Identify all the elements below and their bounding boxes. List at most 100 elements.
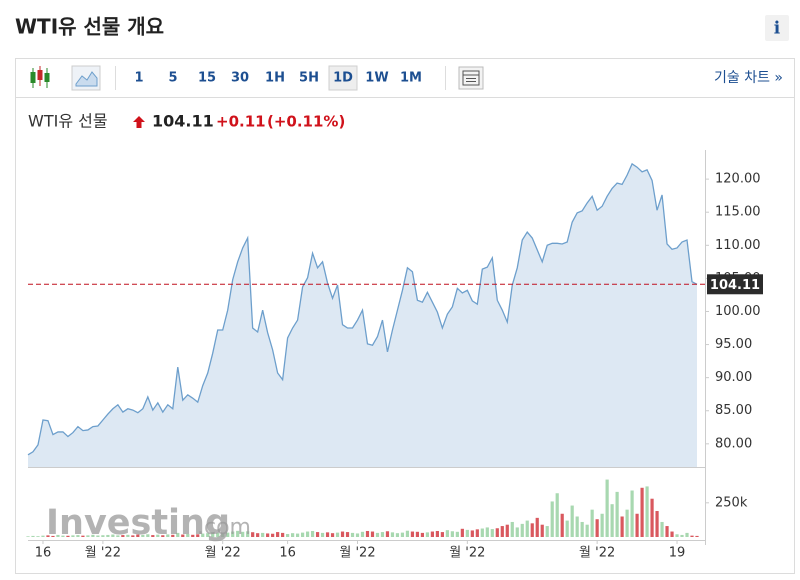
interval-button[interactable]: 1D xyxy=(333,71,353,86)
volume-bar xyxy=(435,530,439,537)
volume-bar xyxy=(91,534,95,537)
interval-button[interactable]: 5H xyxy=(299,71,319,86)
volume-bar xyxy=(291,533,295,537)
volume-bar xyxy=(635,513,639,537)
volume-bar xyxy=(156,534,160,537)
volume-bar xyxy=(605,479,609,537)
volume-bar xyxy=(111,534,115,537)
y-tick-label: 100.00 xyxy=(715,304,761,319)
volume-bar xyxy=(505,524,509,537)
y-tick-label: 85.00 xyxy=(715,403,752,418)
volume-bar xyxy=(191,534,195,537)
interval-button[interactable]: 5 xyxy=(168,71,177,86)
volume-bar xyxy=(66,535,70,537)
volume-bar xyxy=(525,520,529,537)
volume-bar xyxy=(490,529,494,537)
interval-button[interactable]: 30 xyxy=(231,71,249,86)
volume-bar xyxy=(430,531,434,537)
volume-bar xyxy=(650,498,654,537)
candlestick-icon[interactable] xyxy=(30,66,50,88)
volume-bar xyxy=(131,535,135,537)
interval-button[interactable]: 1H xyxy=(265,71,285,86)
y-tick-label: 80.00 xyxy=(715,436,752,451)
volume-bar xyxy=(540,524,544,537)
interval-button[interactable]: 1W xyxy=(365,71,388,86)
volume-bar xyxy=(26,536,30,537)
volume-bar xyxy=(380,532,385,537)
table-icon[interactable] xyxy=(458,66,484,90)
volume-bar xyxy=(365,530,370,537)
x-tick-label: 월 '22 xyxy=(205,546,241,561)
volume-bar xyxy=(300,532,305,537)
volume-bar xyxy=(410,531,415,537)
volume-bar xyxy=(256,533,260,537)
volume-bar xyxy=(56,534,60,537)
interval-button[interactable]: 15 xyxy=(198,71,216,86)
volume-bar xyxy=(171,534,175,537)
active-interval-bg[interactable] xyxy=(328,65,358,91)
volume-bar xyxy=(126,534,130,537)
volume-bar xyxy=(680,534,684,537)
volume-bar xyxy=(36,536,40,537)
volume-bar xyxy=(325,532,330,537)
volume-bar xyxy=(61,535,65,537)
volume-bar xyxy=(480,528,484,537)
volume-bar xyxy=(266,533,270,537)
y-tick-label: 115.00 xyxy=(715,205,761,220)
volume-bar xyxy=(201,533,205,537)
volume-bar xyxy=(41,535,45,537)
volume-bar xyxy=(500,526,504,537)
info-icon[interactable]: i xyxy=(774,19,781,39)
volume-bar xyxy=(520,523,524,537)
volume-bar xyxy=(690,535,694,537)
volume-bar xyxy=(495,528,499,537)
volume-bar xyxy=(216,532,220,537)
technical-chart-link[interactable]: 기술 차트 » xyxy=(714,70,783,86)
area-icon xyxy=(75,71,98,87)
interval-button[interactable]: 1 xyxy=(134,71,143,86)
quote-change: +0.11 xyxy=(216,113,266,131)
volume-bar xyxy=(370,531,375,537)
volume-bar xyxy=(81,535,85,537)
volume-bar xyxy=(310,530,315,537)
volume-bar xyxy=(206,533,210,537)
watermark: Investing xyxy=(46,503,230,543)
volume-bar xyxy=(161,535,165,537)
volume-bar xyxy=(580,521,584,537)
x-tick-label: 월 '22 xyxy=(85,546,121,561)
volume-tick-label: 250k xyxy=(715,495,748,510)
volume-bar xyxy=(545,526,549,537)
info-button[interactable] xyxy=(765,15,789,41)
x-tick-label: 16 xyxy=(35,546,52,561)
volume-bar xyxy=(425,532,430,537)
volume-bar xyxy=(655,511,659,537)
volume-bar xyxy=(241,531,245,537)
volume-bar xyxy=(86,535,90,537)
quote-price: 104.11 xyxy=(152,112,214,131)
price-area xyxy=(28,163,697,467)
volume-bar xyxy=(560,513,564,537)
volume-bar xyxy=(31,535,35,537)
volume-bar xyxy=(136,534,140,537)
quote-change-pct: (+0.11%) xyxy=(267,113,345,131)
volume-bar xyxy=(71,535,75,537)
x-tick-label: 월 '22 xyxy=(579,546,615,561)
x-tick-label: 월 '22 xyxy=(339,546,375,561)
volume-bar xyxy=(360,531,365,537)
volume-bar xyxy=(695,535,699,537)
volume-bar xyxy=(320,532,325,537)
volume-bar xyxy=(575,516,579,537)
interval-button[interactable]: 1M xyxy=(400,71,422,86)
volume-bar xyxy=(450,531,454,537)
last-price-box xyxy=(707,274,763,295)
volume-bar xyxy=(385,531,390,537)
volume-bar xyxy=(485,527,489,537)
volume-bar xyxy=(535,517,539,537)
x-tick-label: 16 xyxy=(279,546,296,561)
volume-bar xyxy=(226,532,230,537)
volume-bar xyxy=(415,531,420,537)
y-tick-label: 95.00 xyxy=(715,337,752,352)
volume-bar xyxy=(660,521,664,537)
volume-bar xyxy=(101,535,105,537)
y-tick-label: 110.00 xyxy=(715,238,761,253)
